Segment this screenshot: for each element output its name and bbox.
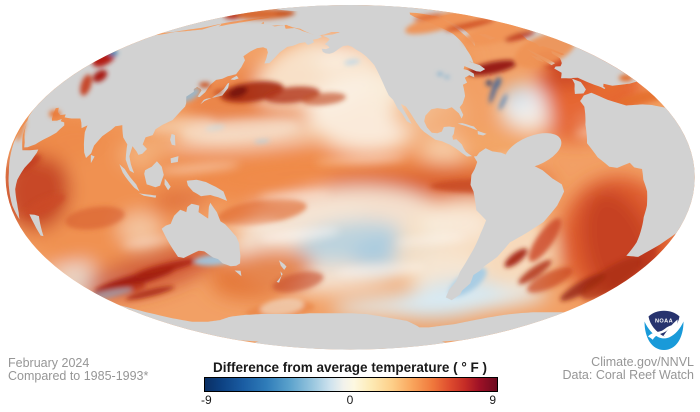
svg-text:NOAA: NOAA bbox=[655, 319, 673, 325]
